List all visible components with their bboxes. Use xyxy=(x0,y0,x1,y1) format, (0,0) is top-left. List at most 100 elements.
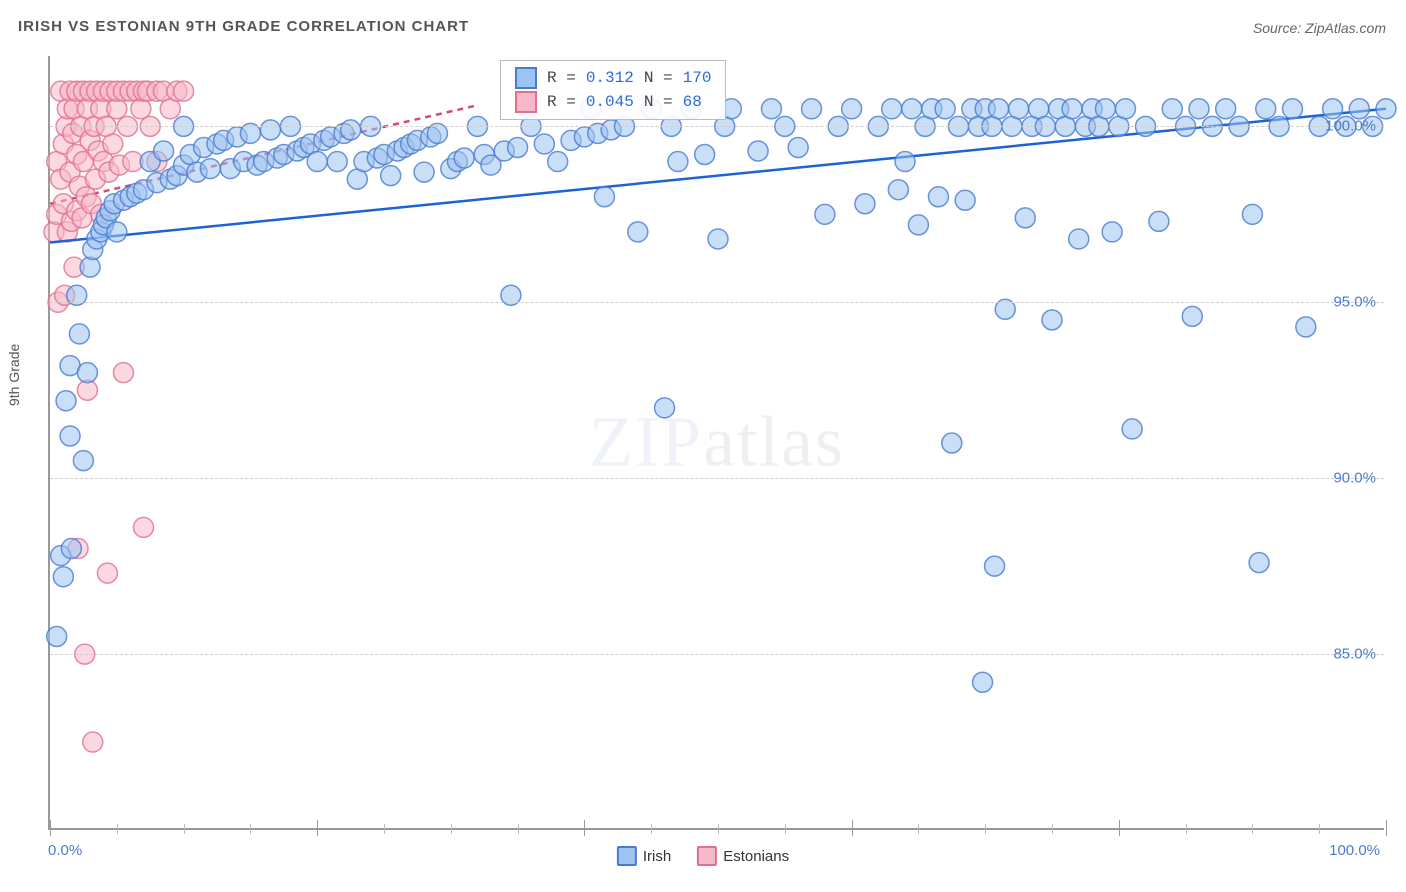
scatter-point-irish xyxy=(985,556,1005,576)
scatter-point-irish xyxy=(882,99,902,119)
x-axis-right-label: 100.0% xyxy=(1329,842,1380,859)
swatch-irish xyxy=(515,67,537,89)
scatter-point-irish xyxy=(788,137,808,157)
scatter-point-irish xyxy=(628,222,648,242)
scatter-point-irish xyxy=(53,567,73,587)
r-value-irish: 0.312 xyxy=(586,69,634,87)
scatter-point-irish xyxy=(548,152,568,172)
scatter-point-irish xyxy=(1162,99,1182,119)
scatter-point-irish xyxy=(902,99,922,119)
scatter-point-irish xyxy=(1323,99,1343,119)
plot-svg xyxy=(50,56,1384,828)
scatter-point-estonians xyxy=(103,134,123,154)
scatter-point-irish xyxy=(534,134,554,154)
scatter-point-irish xyxy=(1296,317,1316,337)
scatter-point-irish xyxy=(1015,208,1035,228)
scatter-point-irish xyxy=(1149,211,1169,231)
x-tick-minor xyxy=(250,824,251,834)
n-value-irish: 170 xyxy=(683,69,712,87)
scatter-point-irish xyxy=(327,152,347,172)
scatter-point-irish xyxy=(1115,99,1135,119)
n-label: N = xyxy=(644,69,673,87)
x-tick-major xyxy=(1119,820,1120,836)
n-value-estonians: 68 xyxy=(683,93,702,111)
scatter-point-irish xyxy=(908,215,928,235)
scatter-point-irish xyxy=(655,398,675,418)
source-attribution: Source: ZipAtlas.com xyxy=(1253,20,1386,36)
y-tick-label: 95.0% xyxy=(1333,294,1376,311)
scatter-point-irish xyxy=(1069,229,1089,249)
plot-area: ZIPatlas R = 0.312 N = 170 R = 0.045 N =… xyxy=(48,56,1384,830)
correlation-row-estonians: R = 0.045 N = 68 xyxy=(515,91,711,113)
scatter-point-irish xyxy=(381,166,401,186)
scatter-point-irish xyxy=(888,180,908,200)
scatter-point-irish xyxy=(1216,99,1236,119)
scatter-point-irish xyxy=(77,363,97,383)
scatter-point-irish xyxy=(60,426,80,446)
scatter-point-irish xyxy=(989,99,1009,119)
gridline-h xyxy=(50,126,1384,127)
x-tick-major xyxy=(50,820,51,836)
x-tick-major xyxy=(852,820,853,836)
x-tick-minor xyxy=(1052,824,1053,834)
correlation-row-irish: R = 0.312 N = 170 xyxy=(515,67,711,89)
y-axis-label: 9th Grade xyxy=(6,344,22,406)
x-tick-minor xyxy=(1319,824,1320,834)
scatter-point-irish xyxy=(1095,99,1115,119)
scatter-point-irish xyxy=(73,451,93,471)
scatter-point-irish xyxy=(1042,310,1062,330)
scatter-point-irish xyxy=(668,152,688,172)
scatter-point-irish xyxy=(61,539,81,559)
x-tick-minor xyxy=(117,824,118,834)
scatter-point-estonians xyxy=(83,732,103,752)
legend-label-estonians: Estonians xyxy=(723,848,789,865)
scatter-point-irish xyxy=(47,627,67,647)
x-tick-minor xyxy=(384,824,385,834)
scatter-point-irish xyxy=(1249,553,1269,573)
gridline-h xyxy=(50,654,1384,655)
scatter-point-irish xyxy=(594,187,614,207)
chart-title: IRISH VS ESTONIAN 9TH GRADE CORRELATION … xyxy=(18,18,469,35)
y-tick-label: 100.0% xyxy=(1325,118,1376,135)
gridline-h xyxy=(50,478,1384,479)
scatter-point-irish xyxy=(1282,99,1302,119)
series-legend: Irish Estonians xyxy=(617,846,789,866)
scatter-point-irish xyxy=(973,672,993,692)
legend-swatch-irish xyxy=(617,846,637,866)
scatter-point-irish xyxy=(855,194,875,214)
scatter-point-estonians xyxy=(134,517,154,537)
x-tick-minor xyxy=(785,824,786,834)
scatter-point-irish xyxy=(708,229,728,249)
x-axis-left-label: 0.0% xyxy=(48,842,82,859)
scatter-point-estonians xyxy=(97,563,117,583)
x-tick-minor xyxy=(651,824,652,834)
scatter-point-irish xyxy=(1189,99,1209,119)
gridline-h xyxy=(50,302,1384,303)
y-tick-label: 90.0% xyxy=(1333,470,1376,487)
scatter-point-irish xyxy=(69,324,89,344)
scatter-point-irish xyxy=(341,120,361,140)
correlation-legend: R = 0.312 N = 170 R = 0.045 N = 68 xyxy=(500,60,726,120)
scatter-point-irish xyxy=(928,187,948,207)
scatter-point-irish xyxy=(260,120,280,140)
legend-item-irish: Irish xyxy=(617,846,671,866)
chart-container: IRISH VS ESTONIAN 9TH GRADE CORRELATION … xyxy=(0,0,1406,892)
r-label-2: R = xyxy=(547,93,576,111)
scatter-point-irish xyxy=(1182,306,1202,326)
scatter-point-irish xyxy=(1122,419,1142,439)
x-tick-minor xyxy=(184,824,185,834)
scatter-point-estonians xyxy=(113,363,133,383)
x-tick-minor xyxy=(1186,824,1187,834)
scatter-point-irish xyxy=(761,99,781,119)
scatter-point-irish xyxy=(935,99,955,119)
scatter-point-irish xyxy=(942,433,962,453)
x-tick-major xyxy=(584,820,585,836)
legend-swatch-estonians xyxy=(697,846,717,866)
scatter-point-irish xyxy=(815,204,835,224)
scatter-point-irish xyxy=(1242,204,1262,224)
scatter-point-irish xyxy=(80,257,100,277)
scatter-point-irish xyxy=(895,152,915,172)
legend-item-estonians: Estonians xyxy=(697,846,789,866)
scatter-point-irish xyxy=(307,152,327,172)
scatter-point-irish xyxy=(200,159,220,179)
